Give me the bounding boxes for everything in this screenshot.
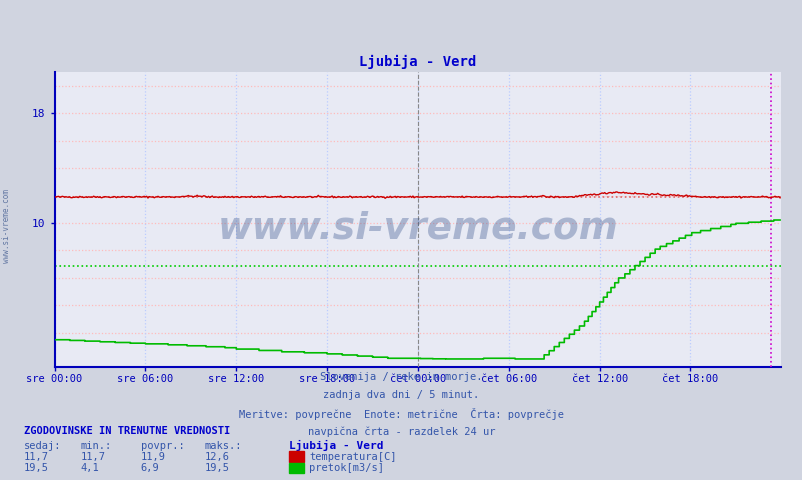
Text: 4,1: 4,1 (80, 463, 99, 473)
Text: Slovenija / reke in morje.: Slovenija / reke in morje. (320, 372, 482, 382)
Text: Meritve: povprečne  Enote: metrične  Črta: povprečje: Meritve: povprečne Enote: metrične Črta:… (239, 408, 563, 420)
Text: 11,9: 11,9 (140, 452, 165, 462)
Text: navpična črta - razdelek 24 ur: navpična črta - razdelek 24 ur (307, 427, 495, 437)
Text: min.:: min.: (80, 441, 111, 451)
Text: maks.:: maks.: (205, 441, 242, 451)
Text: 11,7: 11,7 (24, 452, 49, 462)
Text: www.si-vreme.com: www.si-vreme.com (2, 189, 11, 263)
Text: 12,6: 12,6 (205, 452, 229, 462)
Text: 19,5: 19,5 (205, 463, 229, 473)
Text: 19,5: 19,5 (24, 463, 49, 473)
Text: www.si-vreme.com: www.si-vreme.com (217, 210, 618, 246)
Text: povpr.:: povpr.: (140, 441, 184, 451)
Text: pretok[m3/s]: pretok[m3/s] (309, 463, 383, 473)
Text: Ljubija - Verd: Ljubija - Verd (289, 440, 383, 451)
Text: 6,9: 6,9 (140, 463, 159, 473)
Text: zadnja dva dni / 5 minut.: zadnja dva dni / 5 minut. (323, 390, 479, 400)
Text: temperatura[C]: temperatura[C] (309, 452, 396, 462)
Text: sedaj:: sedaj: (24, 441, 62, 451)
Title: Ljubija - Verd: Ljubija - Verd (358, 55, 476, 70)
Text: 11,7: 11,7 (80, 452, 105, 462)
Text: ZGODOVINSKE IN TRENUTNE VREDNOSTI: ZGODOVINSKE IN TRENUTNE VREDNOSTI (24, 426, 230, 436)
